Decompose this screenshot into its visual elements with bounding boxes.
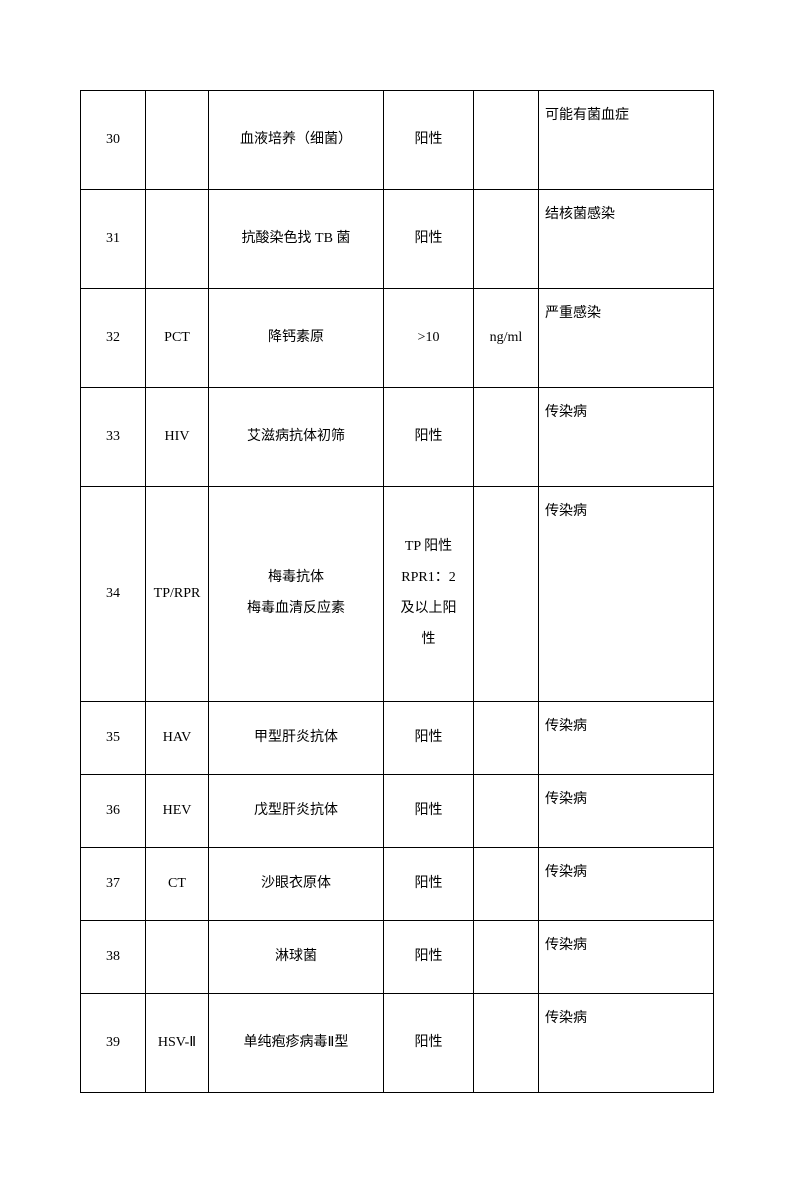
row-number: 31 bbox=[81, 190, 146, 289]
row-number: 36 bbox=[81, 775, 146, 848]
result-value: 阳性 bbox=[384, 388, 474, 487]
unit bbox=[474, 994, 539, 1093]
row-number: 35 bbox=[81, 702, 146, 775]
clinical-meaning: 传染病 bbox=[539, 848, 714, 921]
row-number: 34 bbox=[81, 487, 146, 702]
result-value: 阳性 bbox=[384, 994, 474, 1093]
test-name: 抗酸染色找 TB 菌 bbox=[209, 190, 384, 289]
test-name: 艾滋病抗体初筛 bbox=[209, 388, 384, 487]
unit bbox=[474, 190, 539, 289]
clinical-meaning: 传染病 bbox=[539, 487, 714, 702]
abbreviation: PCT bbox=[146, 289, 209, 388]
test-name: 梅毒抗体梅毒血清反应素 bbox=[209, 487, 384, 702]
row-number: 32 bbox=[81, 289, 146, 388]
table-row: 30 血液培养（细菌）阳性可能有菌血症 bbox=[81, 91, 714, 190]
table-row: 32PCT降钙素原>10ng/ml严重感染 bbox=[81, 289, 714, 388]
unit bbox=[474, 91, 539, 190]
result-value: 阳性 bbox=[384, 702, 474, 775]
unit bbox=[474, 848, 539, 921]
test-name: 淋球菌 bbox=[209, 921, 384, 994]
clinical-meaning: 结核菌感染 bbox=[539, 190, 714, 289]
unit: ng/ml bbox=[474, 289, 539, 388]
unit bbox=[474, 487, 539, 702]
row-number: 30 bbox=[81, 91, 146, 190]
abbreviation bbox=[146, 190, 209, 289]
unit bbox=[474, 702, 539, 775]
abbreviation: HSV-Ⅱ bbox=[146, 994, 209, 1093]
unit bbox=[474, 921, 539, 994]
test-name: 单纯疱疹病毒Ⅱ型 bbox=[209, 994, 384, 1093]
table-row: 39HSV-Ⅱ单纯疱疹病毒Ⅱ型阳性传染病 bbox=[81, 994, 714, 1093]
test-name: 降钙素原 bbox=[209, 289, 384, 388]
row-number: 37 bbox=[81, 848, 146, 921]
clinical-meaning: 传染病 bbox=[539, 921, 714, 994]
result-value: 阳性 bbox=[384, 190, 474, 289]
abbreviation: HEV bbox=[146, 775, 209, 848]
table-row: 38 淋球菌阳性传染病 bbox=[81, 921, 714, 994]
clinical-meaning: 传染病 bbox=[539, 702, 714, 775]
result-value: 阳性 bbox=[384, 848, 474, 921]
test-name: 戊型肝炎抗体 bbox=[209, 775, 384, 848]
table-row: 34TP/RPR梅毒抗体梅毒血清反应素TP 阳性RPR1：2及以上阳性传染病 bbox=[81, 487, 714, 702]
clinical-meaning: 可能有菌血症 bbox=[539, 91, 714, 190]
page-content: 30血液培养（细菌）阳性可能有菌血症31抗酸染色找 TB 菌阳性结核菌感染32P… bbox=[0, 0, 794, 1183]
test-name: 沙眼衣原体 bbox=[209, 848, 384, 921]
result-value: 阳性 bbox=[384, 775, 474, 848]
table-row: 31 抗酸染色找 TB 菌阳性结核菌感染 bbox=[81, 190, 714, 289]
result-value: 阳性 bbox=[384, 91, 474, 190]
abbreviation bbox=[146, 91, 209, 190]
abbreviation bbox=[146, 921, 209, 994]
abbreviation: TP/RPR bbox=[146, 487, 209, 702]
table-row: 36HEV戊型肝炎抗体阳性传染病 bbox=[81, 775, 714, 848]
table-row: 35HAV甲型肝炎抗体阳性传染病 bbox=[81, 702, 714, 775]
lab-results-table: 30血液培养（细菌）阳性可能有菌血症31抗酸染色找 TB 菌阳性结核菌感染32P… bbox=[80, 90, 714, 1093]
unit bbox=[474, 775, 539, 848]
abbreviation: HIV bbox=[146, 388, 209, 487]
table-row: 37CT沙眼衣原体阳性传染病 bbox=[81, 848, 714, 921]
abbreviation: CT bbox=[146, 848, 209, 921]
row-number: 33 bbox=[81, 388, 146, 487]
result-value: >10 bbox=[384, 289, 474, 388]
test-name: 甲型肝炎抗体 bbox=[209, 702, 384, 775]
unit bbox=[474, 388, 539, 487]
clinical-meaning: 严重感染 bbox=[539, 289, 714, 388]
row-number: 38 bbox=[81, 921, 146, 994]
abbreviation: HAV bbox=[146, 702, 209, 775]
table-row: 33HIV艾滋病抗体初筛阳性传染病 bbox=[81, 388, 714, 487]
table-body: 30血液培养（细菌）阳性可能有菌血症31抗酸染色找 TB 菌阳性结核菌感染32P… bbox=[81, 91, 714, 1093]
test-name: 血液培养（细菌） bbox=[209, 91, 384, 190]
clinical-meaning: 传染病 bbox=[539, 775, 714, 848]
row-number: 39 bbox=[81, 994, 146, 1093]
result-value: 阳性 bbox=[384, 921, 474, 994]
clinical-meaning: 传染病 bbox=[539, 994, 714, 1093]
clinical-meaning: 传染病 bbox=[539, 388, 714, 487]
result-value: TP 阳性RPR1：2及以上阳性 bbox=[384, 487, 474, 702]
